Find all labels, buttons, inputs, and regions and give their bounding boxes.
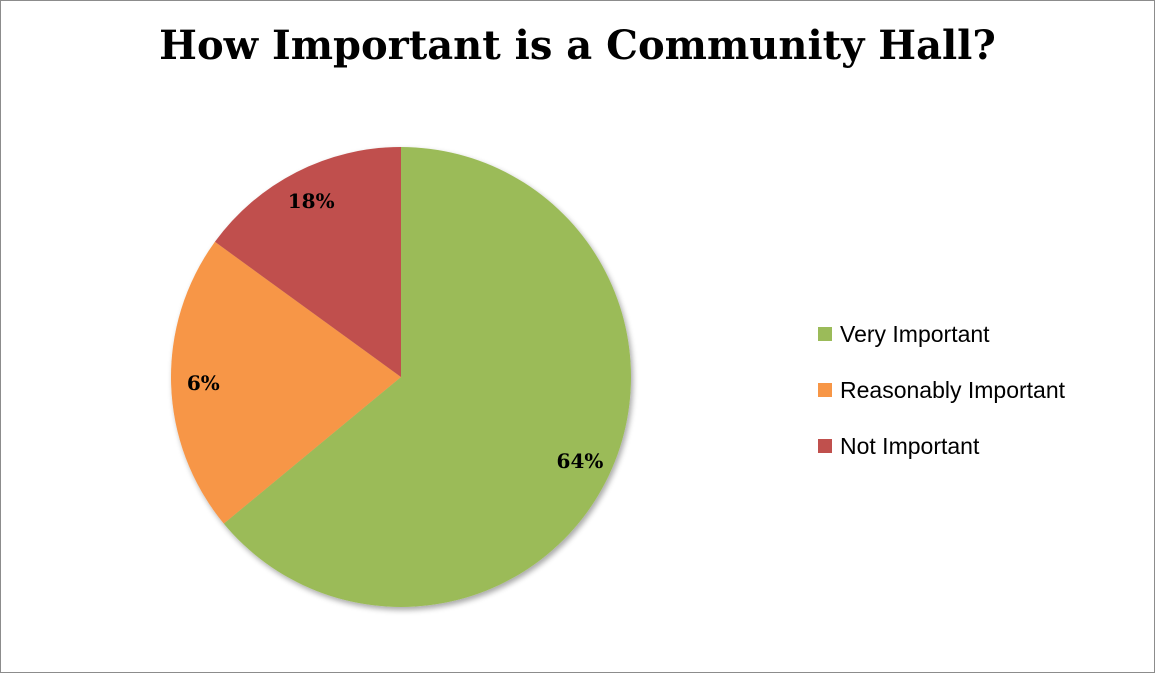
legend-item-reasonably-important: Reasonably Important — [818, 362, 1065, 418]
legend-label: Not Important — [840, 432, 980, 459]
legend-item-not-important: Not Important — [818, 418, 1065, 474]
legend-swatch-not-important — [818, 439, 832, 453]
legend: Very Important Reasonably Important Not … — [818, 306, 1065, 474]
pie-slice-not-important — [214, 147, 401, 377]
legend-swatch-reasonably-important — [818, 383, 832, 397]
pie-slice-very-important — [223, 147, 631, 608]
legend-label: Reasonably Important — [840, 376, 1066, 403]
data-label-reasonably-important: 6% — [187, 371, 220, 395]
legend-item-very-important: Very Important — [818, 306, 1065, 362]
legend-swatch-very-important — [818, 327, 832, 341]
pie-slice-reasonably-important — [170, 241, 401, 524]
chart-title: How Important is a Community Hall? — [159, 22, 996, 69]
data-label-not-important: 18% — [288, 189, 335, 213]
data-label-very-important: 64% — [557, 449, 604, 473]
legend-label: Very Important — [840, 320, 990, 347]
